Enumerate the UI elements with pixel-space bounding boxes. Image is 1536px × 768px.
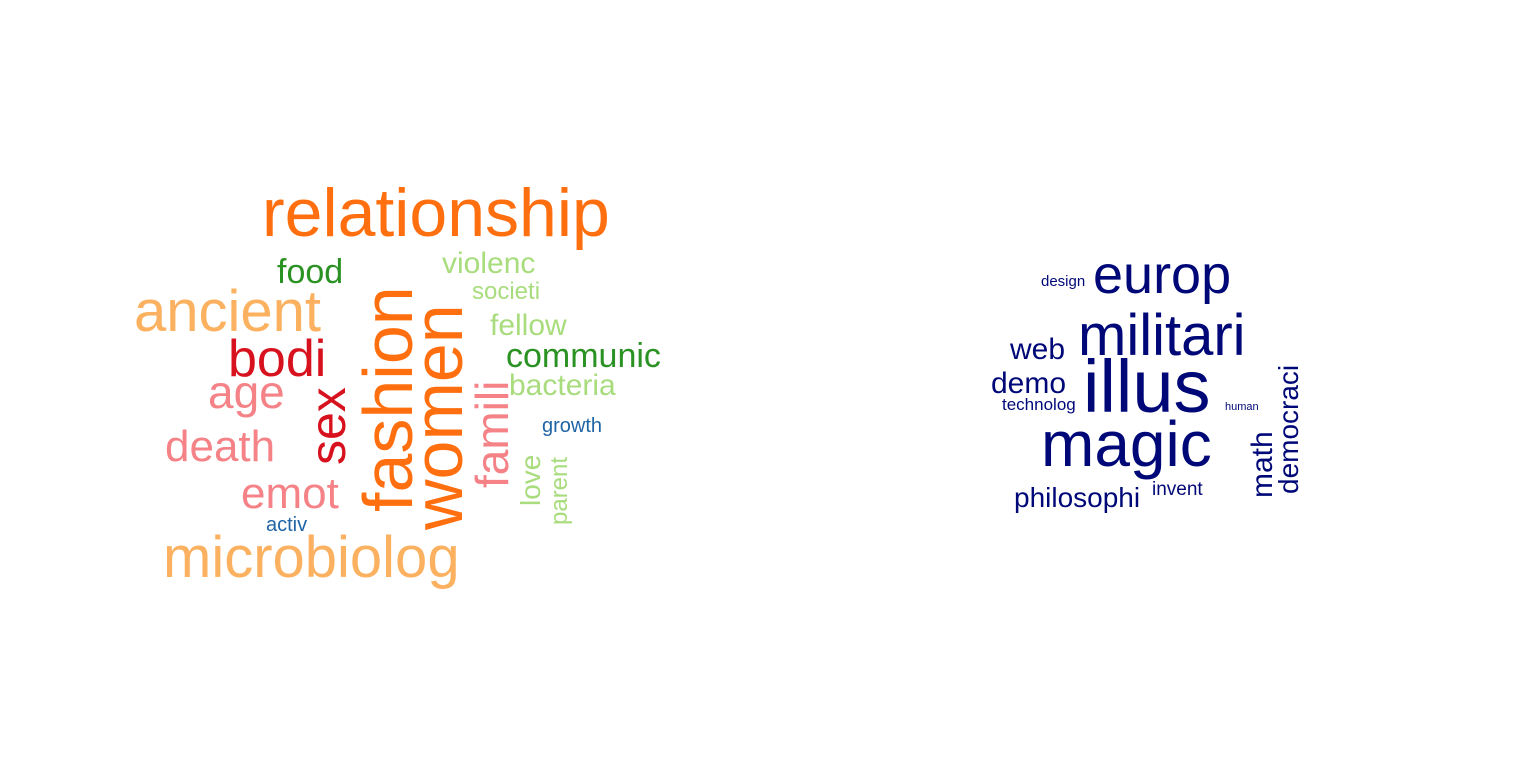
word-math: math [1246,431,1279,498]
word-microbiolog: microbiolog [163,525,460,590]
word-illus: illus [1083,345,1210,428]
word-web: web [1009,333,1065,366]
word-emot: emot [241,469,339,518]
word-magic: magic [1041,408,1212,480]
word-invent: invent [1152,479,1203,500]
word-fashion: fashion [349,286,427,512]
word-ancient: ancient [134,279,321,344]
word-bodi: bodi [228,330,326,388]
word-food: food [277,253,343,291]
word-age: age [208,366,285,418]
word-sex: sex [300,387,356,465]
word-famili: famili [466,381,518,488]
word-love: love [515,455,546,506]
word-activ: activ [266,514,307,536]
word-fellow: fellow [490,309,567,342]
word-human: human [1225,401,1259,413]
word-women: women [399,304,477,531]
word-design: design [1041,273,1085,290]
word-militari: militari [1078,303,1246,368]
word-democraci: democraci [1273,365,1304,494]
word-demo: demo [991,367,1066,400]
word-relationship: relationship [262,175,610,251]
word-violenc: violenc [442,247,535,280]
word-communic: communic [506,337,661,375]
word-societi: societi [472,278,540,305]
word-death: death [165,422,275,471]
word-bacteria: bacteria [509,369,616,402]
word-growth: growth [542,415,602,437]
word-philosophi: philosophi [1014,482,1140,513]
word-parent: parent [546,457,573,525]
word-europ: europ [1093,245,1231,305]
word-technolog: technolog [1002,395,1076,414]
